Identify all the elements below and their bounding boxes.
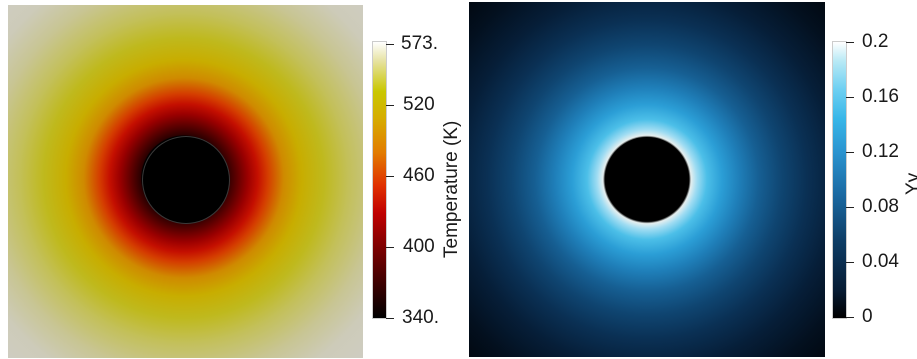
temperature-panel: 573. 520 460 400 340. Temperature (K): [8, 5, 462, 358]
temperature-field-image: [8, 5, 363, 358]
strain-tick-label: 0.16: [862, 86, 899, 107]
tick-mark: [386, 247, 394, 248]
strain-tick-label: 0.12: [862, 141, 899, 162]
temperature-tick-label: 400: [403, 236, 435, 257]
temperature-tick-label: 340.: [402, 307, 439, 328]
tick-mark: [386, 105, 394, 106]
tick-mark: [846, 262, 854, 263]
temperature-colorbar-title: Temperature (K): [441, 120, 462, 258]
strain-tick-label: 0.08: [862, 196, 899, 217]
strain-colorbar-title: Yy: [903, 172, 917, 195]
tick-mark: [846, 207, 854, 208]
hole: [143, 137, 229, 223]
temperature-colorbar: [372, 41, 387, 319]
strain-panel: [465, 0, 917, 359]
strain-tick-label: 0: [862, 306, 873, 327]
strain-colorbar: [832, 41, 847, 319]
hole: [605, 137, 689, 221]
tick-mark: [386, 318, 394, 319]
tick-mark: [846, 317, 854, 318]
temperature-tick-label: 520: [403, 94, 435, 115]
tick-mark: [386, 176, 394, 177]
tick-mark: [846, 152, 854, 153]
tick-mark: [846, 42, 854, 43]
strain-tick-label: 0.04: [862, 251, 899, 272]
temperature-tick-label: 573.: [401, 33, 438, 54]
strain-tick-label: 0.2: [862, 31, 889, 52]
temperature-tick-label: 460: [403, 165, 435, 186]
tick-mark: [846, 97, 854, 98]
strain-field-image: [469, 2, 825, 357]
tick-mark: [386, 44, 394, 45]
